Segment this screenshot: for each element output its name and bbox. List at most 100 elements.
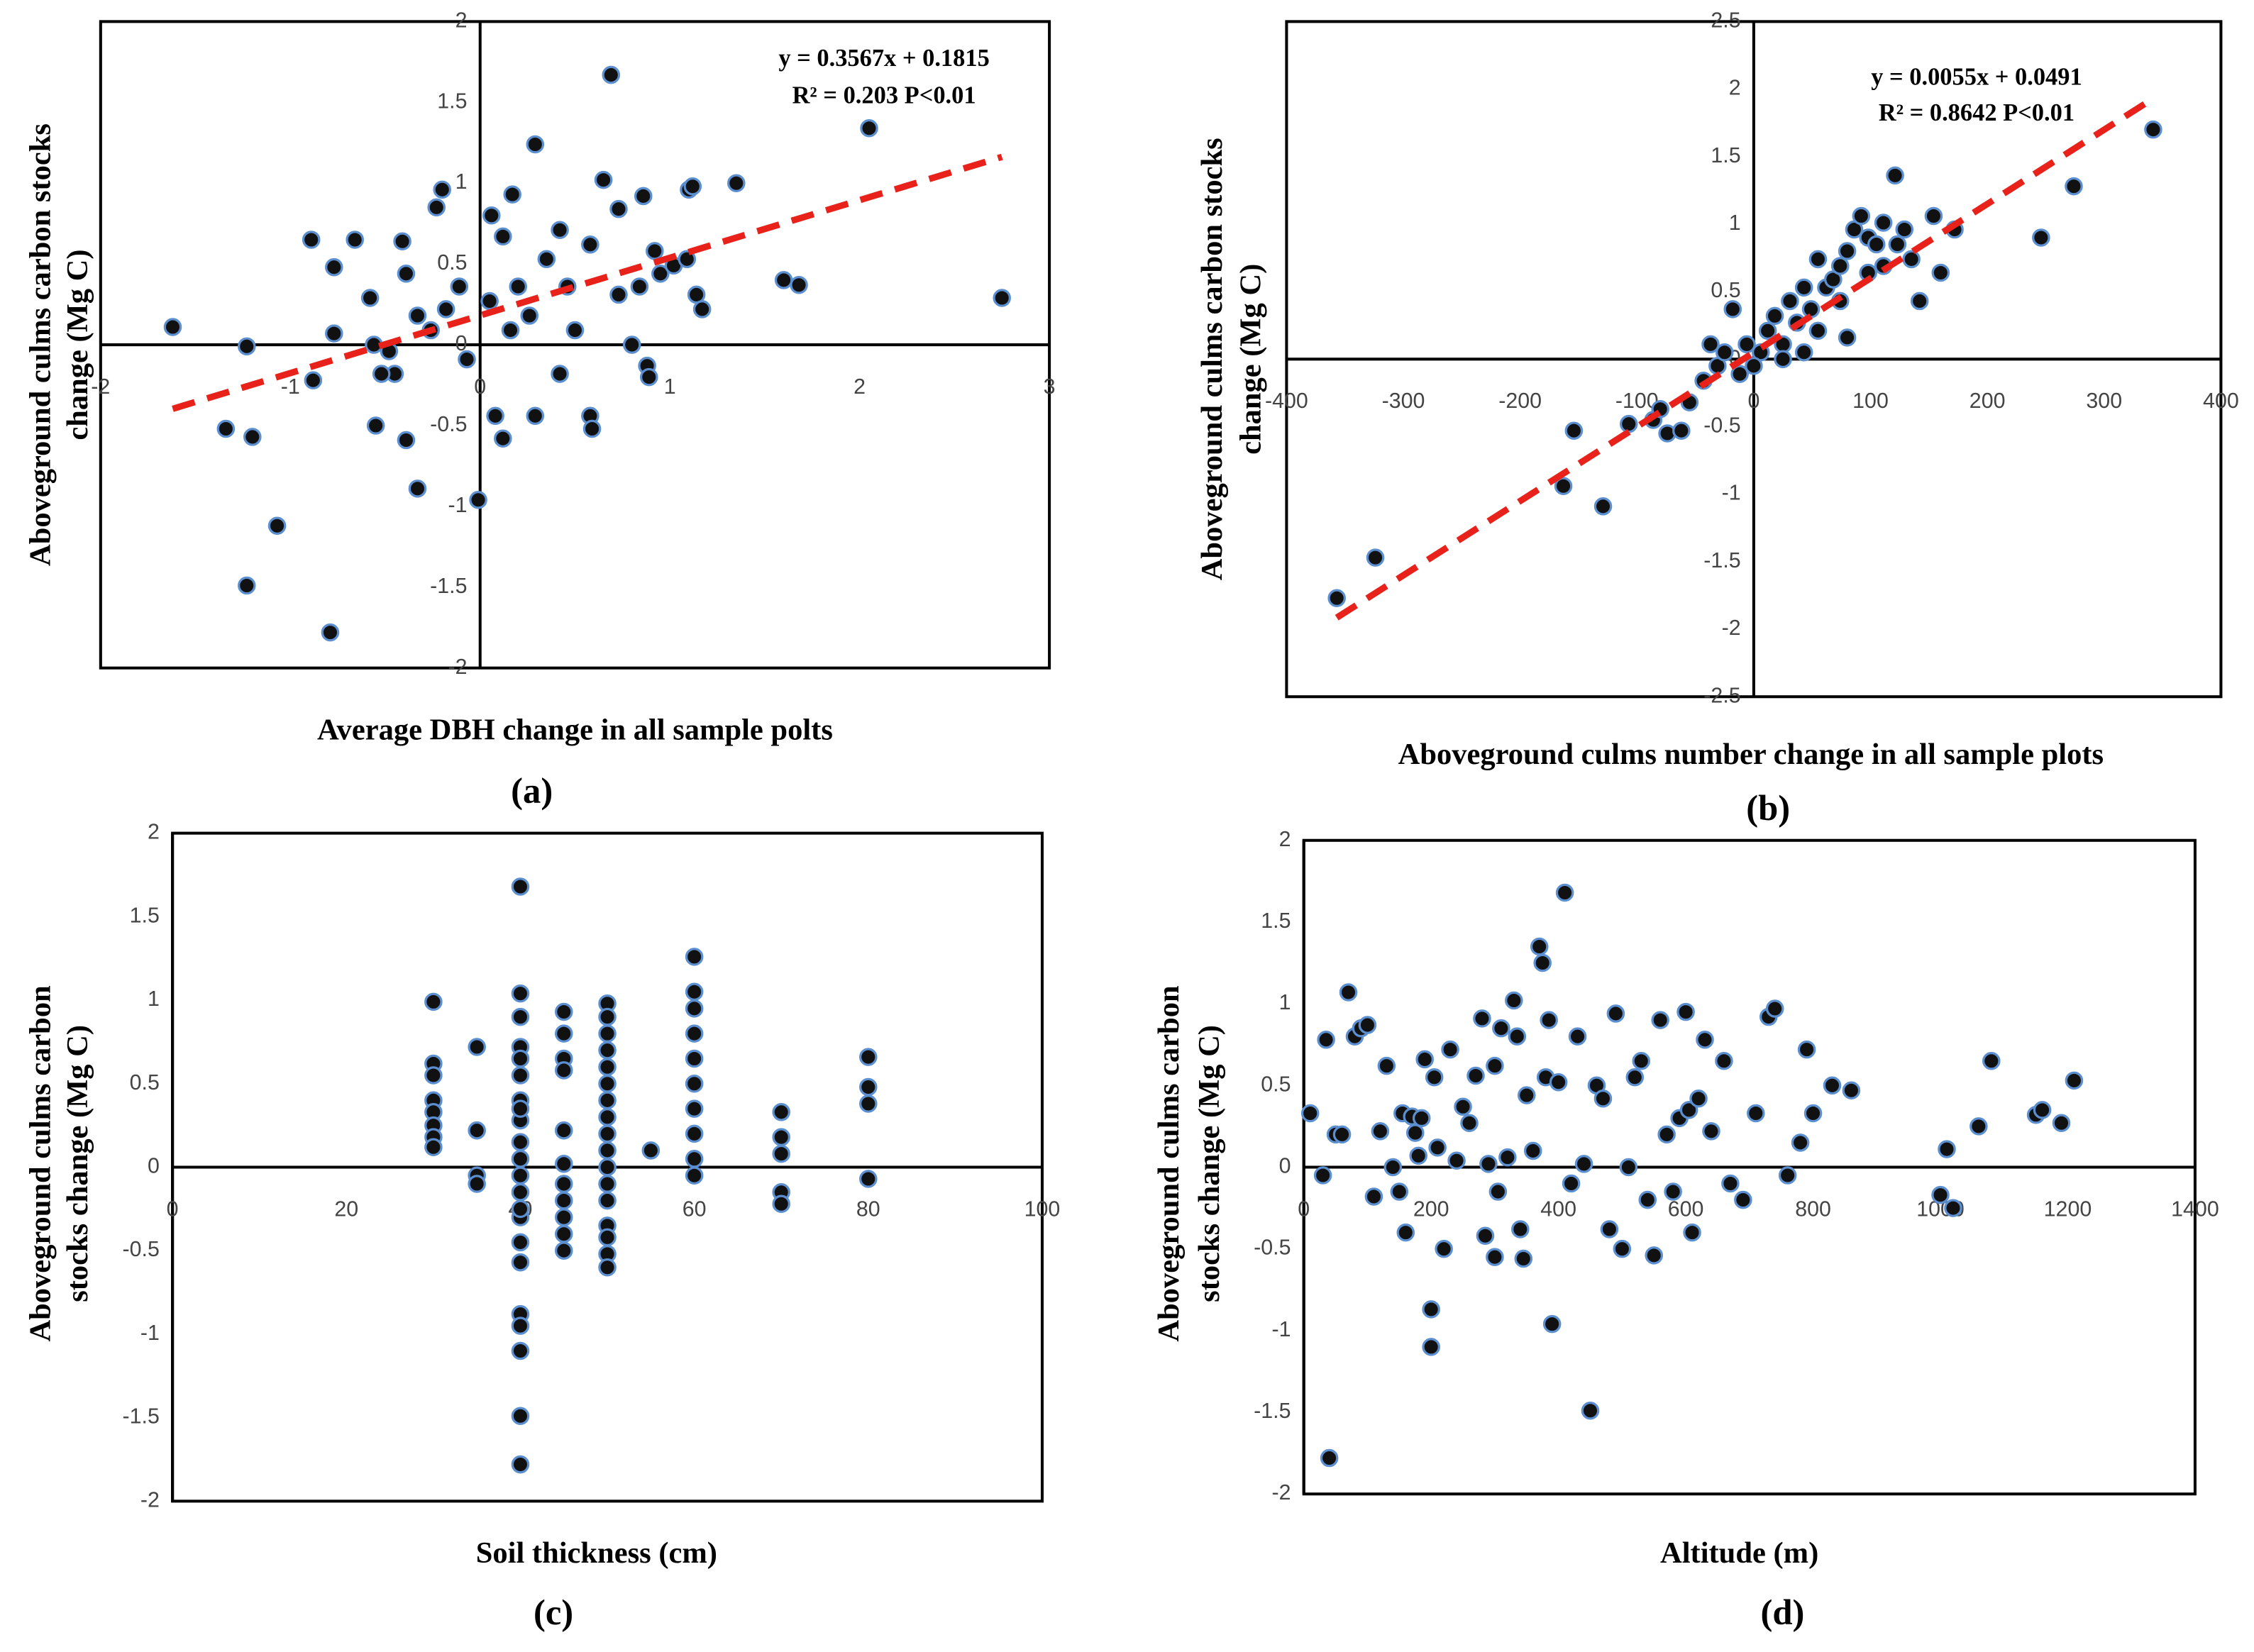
trend-line — [1335, 96, 2155, 621]
point — [790, 275, 808, 294]
x-tick-label: -2 — [91, 375, 110, 399]
x-axis-label: Aboveground culms number change in all s… — [1398, 738, 2104, 771]
y-tick-label: 0 — [148, 1154, 160, 1178]
x-tick-label: 20 — [334, 1197, 358, 1221]
point — [486, 406, 504, 426]
x-tick-label: 100 — [1852, 389, 1889, 413]
point — [238, 337, 256, 356]
point — [511, 1133, 530, 1151]
point — [727, 174, 746, 192]
y-tick-label: -2 — [1722, 616, 1741, 640]
point — [1801, 300, 1821, 318]
point — [494, 429, 512, 448]
point — [1679, 1101, 1698, 1119]
y-tick-label: 1 — [455, 170, 468, 194]
point — [325, 257, 343, 277]
point — [1518, 1086, 1536, 1104]
point — [602, 65, 621, 84]
point — [685, 1049, 704, 1068]
point — [772, 1103, 790, 1121]
x-tick-label: -200 — [1498, 389, 1542, 413]
y-tick-label: 0.5 — [437, 250, 467, 275]
point — [1715, 343, 1734, 362]
point — [1619, 414, 1638, 433]
x-axis-label: Soil thickness (cm) — [476, 1536, 717, 1570]
point — [397, 265, 416, 283]
point — [1313, 1166, 1332, 1185]
point — [859, 1077, 878, 1097]
point — [321, 623, 340, 642]
x-tick-label: 0 — [1298, 1197, 1310, 1221]
point — [1554, 477, 1573, 496]
point — [1377, 1056, 1396, 1075]
annotation: y = 0.3567x + 0.1815 — [778, 45, 989, 72]
point — [1396, 1223, 1415, 1242]
point — [1803, 1104, 1823, 1123]
point — [554, 1191, 573, 1210]
panel-label: (b) — [1746, 788, 1790, 828]
point — [1593, 497, 1613, 516]
point — [482, 206, 501, 225]
point — [692, 300, 712, 318]
point — [509, 277, 527, 296]
point — [1498, 1148, 1517, 1167]
x-tick-label: -400 — [1265, 389, 1308, 413]
point — [772, 1128, 790, 1146]
point — [598, 1024, 617, 1043]
point — [1867, 235, 1886, 254]
point — [1808, 250, 1828, 269]
point — [1441, 1040, 1459, 1059]
point — [554, 1241, 573, 1260]
point — [1425, 1068, 1444, 1087]
point — [1300, 1104, 1320, 1123]
point — [408, 479, 427, 498]
x-tick-label: 0 — [474, 375, 486, 399]
point — [1540, 1011, 1558, 1029]
y-tick-label: 2.5 — [1711, 8, 1740, 32]
point — [1721, 1174, 1740, 1193]
point — [450, 277, 469, 296]
point — [501, 321, 520, 340]
point — [1774, 350, 1792, 369]
y-tick-label: 0 — [1279, 1154, 1291, 1178]
point — [1765, 306, 1784, 326]
point — [1320, 1448, 1339, 1468]
panel-label: (d) — [1760, 1592, 1804, 1632]
x-tick-label: 200 — [1970, 389, 2006, 413]
y-axis-label: Aboveground culms carbon stocks — [1195, 138, 1229, 580]
point — [1454, 1097, 1472, 1116]
point — [163, 318, 182, 336]
point — [1460, 1114, 1479, 1133]
y-tick-label: -1 — [448, 493, 467, 517]
point — [622, 336, 641, 354]
point — [1593, 1089, 1613, 1108]
point — [2144, 120, 2162, 139]
point — [582, 419, 602, 438]
x-tick-label: 0 — [167, 1197, 179, 1221]
point — [1523, 1141, 1542, 1160]
y-tick-label: -2 — [1271, 1480, 1291, 1504]
y-axis-label: stocks change (Mg C) — [61, 1025, 94, 1302]
point — [511, 984, 530, 1003]
y-tick-label: -1 — [1722, 481, 1741, 505]
y-tick-label: -1 — [1271, 1317, 1291, 1341]
point — [511, 1049, 530, 1068]
point — [537, 250, 556, 269]
point — [772, 1194, 790, 1214]
point — [993, 289, 1011, 307]
point — [1358, 1016, 1377, 1034]
point — [1672, 421, 1691, 440]
point — [554, 1121, 573, 1140]
x-tick-label: 100 — [1024, 1197, 1061, 1221]
x-tick-label: -300 — [1382, 389, 1425, 413]
point — [1327, 589, 1346, 608]
point — [1723, 300, 1742, 318]
point — [1317, 1031, 1335, 1049]
point — [468, 1038, 486, 1056]
point — [511, 1455, 530, 1474]
point — [372, 365, 391, 383]
point — [1895, 220, 1914, 239]
point — [1632, 1051, 1651, 1070]
point — [685, 1166, 704, 1185]
point — [1514, 1249, 1533, 1268]
